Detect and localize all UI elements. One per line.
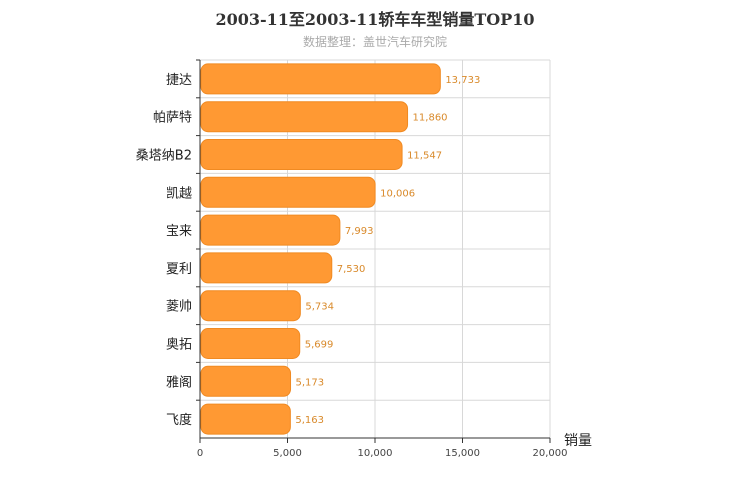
- bar: [200, 252, 333, 284]
- category-label: 夏利: [166, 262, 192, 277]
- data-label: 5,699: [305, 340, 334, 351]
- data-label: 10,006: [380, 188, 415, 199]
- data-label: 5,163: [295, 415, 324, 426]
- data-label: 5,734: [305, 302, 334, 313]
- bar: [200, 290, 301, 322]
- category-label: 菱帅: [166, 300, 192, 315]
- bar: [200, 365, 292, 397]
- category-label: 捷达: [166, 73, 192, 88]
- chart-title: 2003-11至2003-11轿车车型销量TOP10: [215, 10, 535, 29]
- data-label: 7,530: [337, 264, 366, 275]
- x-tick-label: 10,000: [358, 448, 393, 459]
- category-label: 桑塔纳B2: [136, 149, 192, 164]
- bar: [200, 63, 441, 95]
- bars: 13,733 11,860 11,547 10,006 7,993 7,530 5,734 5…: [200, 63, 480, 435]
- data-label: 7,993: [345, 226, 374, 237]
- category-label: 雅阁: [166, 375, 192, 390]
- category-label: 飞度: [166, 412, 192, 428]
- category-label: 宝来: [166, 224, 192, 239]
- bar: [200, 403, 291, 435]
- x-tick-label: 20,000: [533, 448, 568, 459]
- x-tick-label: 5,000: [273, 448, 302, 459]
- x-tick-label: 0: [197, 448, 203, 459]
- category-label: 奥拓: [166, 338, 192, 353]
- bar: [200, 176, 376, 208]
- category-label: 凯越: [166, 186, 192, 201]
- bar: [200, 101, 409, 133]
- bar: [200, 139, 403, 170]
- chart-subtitle: 数据整理：盖世汽车研究院: [302, 35, 447, 49]
- x-tick-label: 15,000: [445, 448, 480, 459]
- category-label: 帕萨特: [153, 111, 192, 126]
- bar: [200, 214, 341, 246]
- data-label: 13,733: [445, 75, 480, 86]
- data-label: 5,173: [296, 377, 325, 388]
- data-label: 11,860: [413, 113, 448, 124]
- data-label: 11,547: [407, 151, 442, 162]
- x-axis-title: 销量: [564, 433, 592, 449]
- grid-lines: [200, 59, 551, 438]
- bar: [200, 328, 301, 359]
